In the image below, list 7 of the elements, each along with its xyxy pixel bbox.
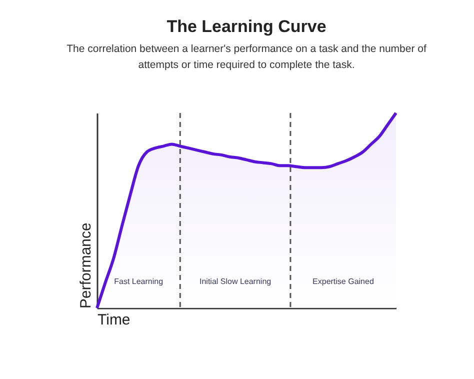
x-axis-title: Time	[98, 312, 130, 328]
annotation: Expertise Gained	[312, 277, 374, 286]
annotation: Fast Learning	[114, 277, 164, 286]
chart-title: The Learning Curve	[166, 17, 326, 36]
annotation: Initial Slow Learning	[199, 277, 272, 286]
chart-subtitle: The correlation between a learner's performance on a task and the number of attempts or time required to complete the task.	[66, 43, 426, 71]
y-axis-title: Performance	[78, 222, 94, 308]
